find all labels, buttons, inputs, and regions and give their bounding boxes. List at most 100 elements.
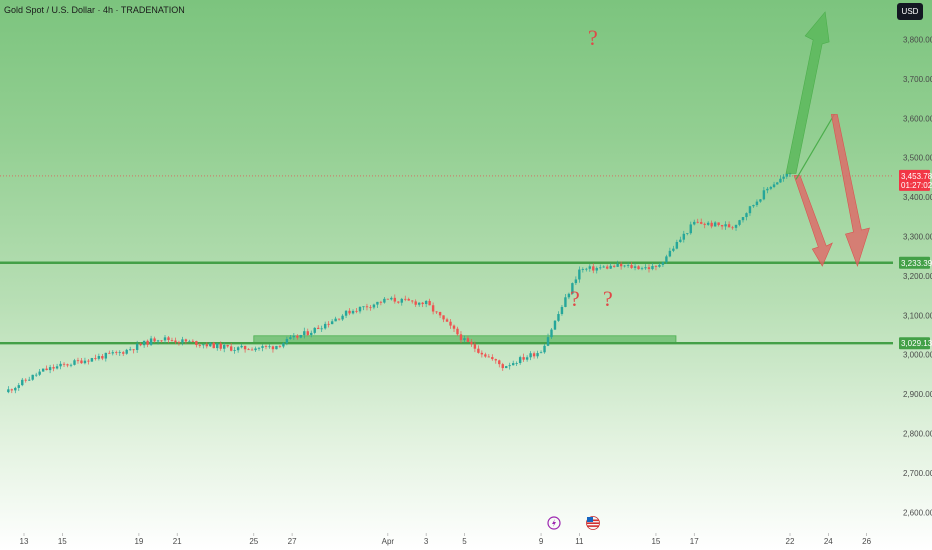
candle-body xyxy=(330,321,334,325)
candle-body xyxy=(55,366,59,369)
candle-body xyxy=(87,360,90,362)
candle-body xyxy=(153,338,156,342)
candle-body xyxy=(209,342,212,347)
retest-line xyxy=(795,114,835,180)
flash-event-icon[interactable] xyxy=(547,516,561,530)
last-price-label: 3,453.78 xyxy=(901,172,932,181)
candle-body xyxy=(66,364,69,366)
candle-body xyxy=(247,349,250,351)
candle-body xyxy=(115,352,118,354)
y-tick-label: 2,600.00 xyxy=(903,508,932,517)
candle-body xyxy=(386,298,390,300)
candle-body xyxy=(630,265,633,268)
candle-body xyxy=(17,385,20,388)
candle-body xyxy=(365,306,369,308)
y-tick-label: 3,000.00 xyxy=(903,351,932,360)
candle-body xyxy=(28,379,31,381)
candle-body xyxy=(94,358,97,359)
candle-body xyxy=(449,321,452,326)
candle-body xyxy=(522,357,525,360)
candle-body xyxy=(654,266,658,267)
x-tick-label: 26 xyxy=(862,537,871,546)
x-tick-label: Apr xyxy=(382,537,395,546)
candle-body xyxy=(383,298,386,303)
candle-body xyxy=(90,358,94,362)
candle-body xyxy=(111,352,114,354)
x-tick-label: 15 xyxy=(58,537,67,546)
candles xyxy=(7,171,792,394)
candle-body xyxy=(626,265,630,266)
candle-body xyxy=(550,329,553,338)
candle-body xyxy=(132,349,135,351)
candle-body xyxy=(616,263,619,267)
candle-body xyxy=(738,220,741,225)
candle-body xyxy=(268,346,271,348)
candle-body xyxy=(195,341,198,346)
candle-body xyxy=(128,349,132,351)
y-tick-label: 2,800.00 xyxy=(903,430,932,439)
candle-body xyxy=(424,300,428,305)
candle-body xyxy=(578,269,581,280)
candle-body xyxy=(741,217,745,221)
candle-body xyxy=(170,340,174,341)
candle-body xyxy=(156,340,160,342)
candle-body xyxy=(299,335,303,338)
candle-body xyxy=(515,363,518,364)
candle-body xyxy=(484,354,487,357)
candle-body xyxy=(191,340,195,342)
candle-body xyxy=(240,345,243,348)
candle-body xyxy=(289,337,292,339)
candle-body xyxy=(762,190,766,200)
bearish-arrow-1 xyxy=(793,175,833,267)
countdown-label: 01:27:02 xyxy=(901,181,932,190)
candle-body xyxy=(135,343,139,350)
candle-body xyxy=(400,298,403,303)
candle-body xyxy=(411,300,414,302)
candle-body xyxy=(48,367,52,371)
candle-body xyxy=(679,239,682,242)
x-tick-label: 21 xyxy=(173,537,182,546)
candle-body xyxy=(675,241,679,249)
candle-body xyxy=(264,346,268,347)
candle-body xyxy=(560,306,564,315)
candle-body xyxy=(637,266,640,270)
candle-body xyxy=(414,301,417,305)
candle-body xyxy=(108,352,111,354)
candle-body xyxy=(564,297,567,307)
candle-body xyxy=(362,306,365,308)
chart-title: Gold Spot / U.S. Dollar · 4h · TRADENATI… xyxy=(4,5,185,15)
candle-body xyxy=(779,178,782,183)
us-flag-icon[interactable] xyxy=(586,516,600,530)
candle-body xyxy=(686,233,689,234)
x-tick-label: 24 xyxy=(824,537,833,546)
candle-body xyxy=(480,352,484,355)
candle-body xyxy=(525,357,529,360)
candle-body xyxy=(776,182,779,185)
candle-body xyxy=(303,331,306,336)
candle-body xyxy=(612,265,616,267)
y-tick-label: 2,700.00 xyxy=(903,469,932,478)
currency-button[interactable]: USD xyxy=(897,3,923,20)
candle-body xyxy=(163,337,167,341)
candle-body xyxy=(606,266,609,269)
candle-body xyxy=(536,353,539,357)
candle-body xyxy=(149,338,153,345)
candle-body xyxy=(470,341,473,345)
candle-body xyxy=(348,310,351,314)
candle-body xyxy=(69,364,73,366)
candle-body xyxy=(397,301,400,303)
candle-body xyxy=(508,365,511,367)
y-tick-label: 3,500.00 xyxy=(903,154,932,163)
candle-body xyxy=(609,265,612,269)
candle-body xyxy=(588,266,591,269)
candle-body xyxy=(139,343,142,346)
candle-body xyxy=(788,173,792,175)
candle-body xyxy=(205,344,208,347)
candle-body xyxy=(296,335,299,338)
candle-body xyxy=(327,323,330,325)
candle-body xyxy=(337,318,341,320)
candle-body xyxy=(759,199,762,202)
candle-body xyxy=(236,347,240,351)
